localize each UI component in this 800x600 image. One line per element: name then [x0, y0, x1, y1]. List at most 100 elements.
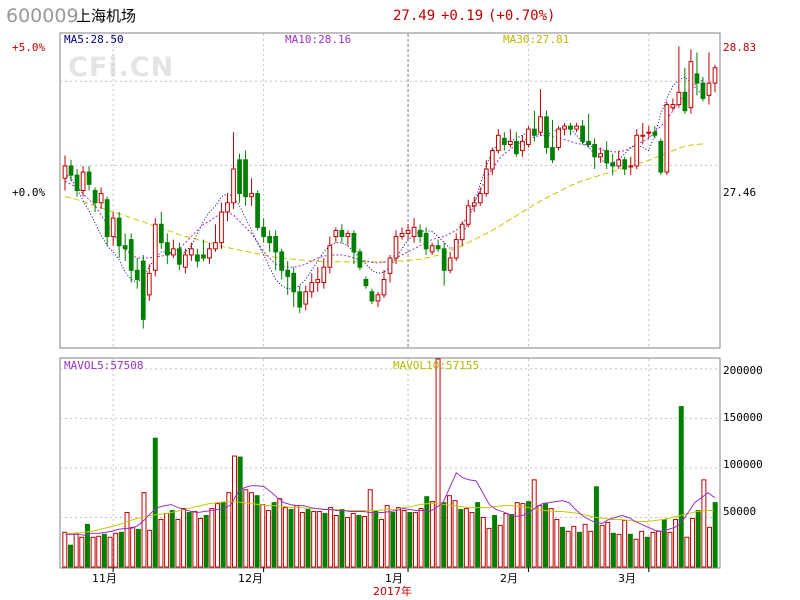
candle-body	[195, 254, 200, 262]
volume-bar	[152, 437, 158, 568]
volume-bar	[520, 503, 526, 568]
candle-body	[477, 193, 483, 204]
candle-body	[682, 91, 688, 112]
volume-bar	[401, 510, 407, 568]
volume-bar	[130, 526, 136, 568]
candle-body	[712, 67, 718, 84]
volume-bar	[79, 536, 85, 568]
candle-body	[339, 229, 345, 238]
volume-bar	[644, 536, 650, 568]
candle-body	[706, 82, 712, 96]
volume-bar	[526, 501, 532, 568]
volume-bar	[390, 512, 396, 568]
candle-body	[183, 254, 188, 268]
volume-bar	[412, 512, 418, 568]
volume-bar	[118, 531, 124, 568]
volume-bar	[237, 456, 243, 568]
candle-body	[544, 116, 549, 149]
candle-body	[303, 291, 309, 305]
volume-bar	[548, 508, 554, 568]
candle-body	[592, 143, 597, 158]
volume-bar	[373, 511, 379, 568]
candle-body	[351, 232, 357, 253]
candle-body	[483, 168, 489, 195]
volume-bar	[73, 532, 79, 568]
volume-bar	[101, 533, 107, 568]
candle-body	[676, 91, 682, 106]
volume-bar	[543, 503, 548, 568]
candle-body	[189, 248, 194, 256]
vol-tick-200000: 200000	[723, 364, 763, 377]
candle-body	[213, 242, 218, 250]
candle-body	[62, 165, 68, 179]
volume-bar	[673, 518, 679, 568]
right-tick-base: 27.46	[723, 186, 756, 199]
last-price: 27.49	[393, 8, 435, 24]
volume-bar	[113, 532, 119, 568]
volume-bar	[316, 511, 322, 568]
watermark: CFi.CN	[68, 52, 174, 83]
volume-bar	[576, 531, 582, 568]
candle-body	[586, 140, 591, 145]
volume-bar	[571, 525, 577, 568]
candle-body	[237, 159, 242, 195]
volume-bar	[350, 513, 356, 568]
volume-bar	[243, 489, 249, 568]
volume-bar	[707, 526, 712, 568]
right-tick-top: 28.83	[723, 41, 756, 54]
candle-body	[86, 171, 92, 185]
volume-bar	[622, 519, 628, 568]
volume-bars	[62, 358, 718, 568]
stock-name: 上海机场	[76, 7, 136, 25]
candle-body	[110, 217, 116, 238]
volume-bar	[254, 495, 260, 568]
month-label-mar: 3月	[618, 572, 636, 585]
volume-bar	[661, 518, 667, 568]
candle-body	[423, 232, 429, 250]
candle-body	[634, 134, 640, 167]
volume-bar	[424, 496, 430, 568]
candle-body	[646, 131, 652, 134]
volume-bar	[339, 509, 345, 568]
candle-body	[441, 248, 447, 271]
candle-body	[122, 245, 128, 250]
volume-bar	[220, 502, 226, 568]
candle-body	[327, 245, 333, 268]
grid-lines	[60, 34, 720, 572]
volume-bar	[294, 505, 300, 568]
candle-body	[411, 226, 417, 238]
candle-body	[297, 291, 303, 308]
volume-bar	[260, 504, 266, 568]
volume-bar	[712, 502, 718, 568]
candle-body	[688, 61, 694, 109]
volume-bar	[288, 509, 294, 568]
volume-bar	[565, 530, 571, 568]
month-label-jan: 1月	[385, 572, 403, 585]
candle-body	[447, 257, 453, 271]
candle-body	[622, 159, 628, 170]
year-label: 2017年	[373, 584, 412, 598]
volume-bar	[271, 502, 277, 568]
volume-bar	[384, 505, 390, 568]
volume-bar	[248, 492, 254, 568]
volume-bar	[684, 536, 690, 568]
volume-bar	[379, 518, 384, 568]
candle-body	[435, 245, 441, 250]
candle-body	[231, 168, 236, 204]
price-change: +0.19	[441, 8, 483, 24]
volume-bar	[367, 489, 373, 568]
candle-body	[640, 134, 646, 137]
volume-bar	[90, 536, 96, 568]
volume-bar	[627, 533, 633, 568]
legend-mavol10: MAVOL10:57155	[393, 359, 479, 372]
candle-body	[604, 150, 610, 164]
candle-body	[393, 236, 399, 259]
candle-body	[333, 229, 339, 238]
candle-body	[158, 223, 164, 244]
candle-body	[176, 248, 182, 265]
volume-bar	[678, 406, 684, 568]
volume-bar	[322, 513, 328, 568]
candle-body	[98, 193, 104, 204]
volume-bar	[458, 509, 464, 568]
